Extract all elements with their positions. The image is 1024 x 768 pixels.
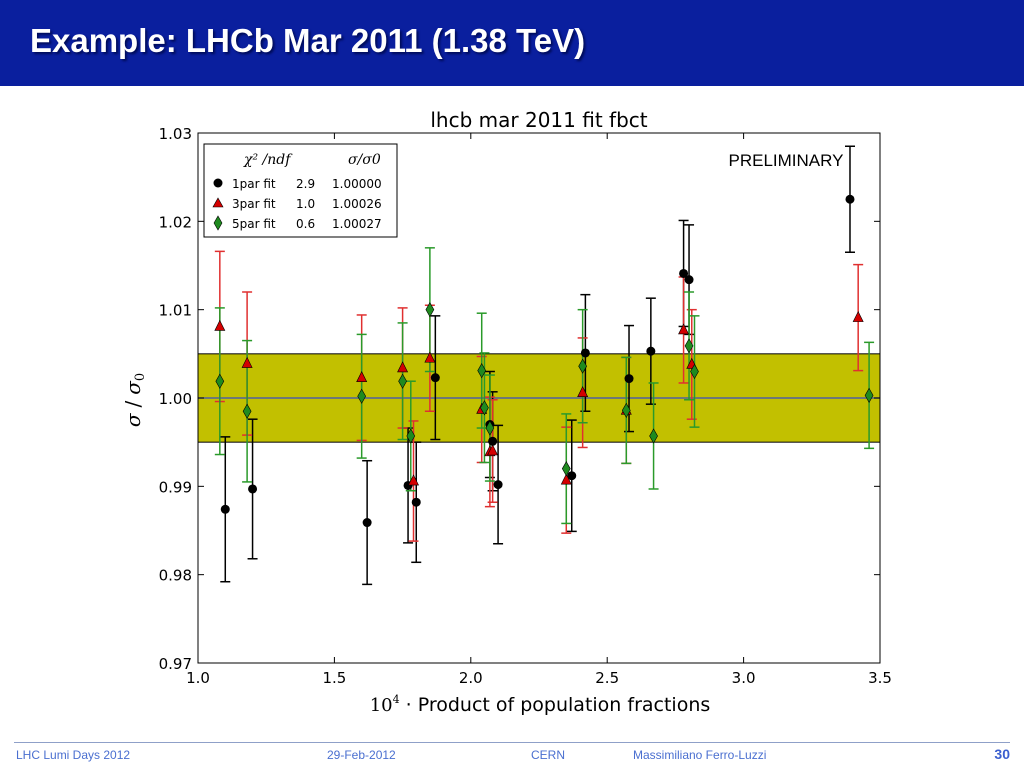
data-point-5par-fit xyxy=(357,388,367,404)
y-tick-label: 1.03 xyxy=(159,125,192,143)
data-point-5par-fit xyxy=(690,363,699,380)
data-point-3par-fit xyxy=(408,474,419,486)
data-point-5par-fit xyxy=(480,400,489,416)
data-point-3par-fit xyxy=(577,386,589,398)
legend-marker-5par xyxy=(213,215,223,231)
y-axis-label: σ/σ0 xyxy=(121,373,148,427)
footer-divider xyxy=(14,742,1010,743)
footer-org: CERN xyxy=(531,748,566,762)
page-number: 30 xyxy=(994,746,1010,762)
legend-box xyxy=(203,143,398,238)
legend-row-5par-chi2: 0.6 xyxy=(296,217,315,231)
y-tick-label: 0.98 xyxy=(159,567,192,585)
data-point-5par-fit xyxy=(425,302,435,318)
data-point-5par-fit xyxy=(864,387,874,403)
legend-row-3par-label: 3par fit xyxy=(232,197,276,211)
data-point-5par-fit xyxy=(578,358,587,374)
data-point-1par-fit xyxy=(646,346,656,356)
y-tick-label: 0.99 xyxy=(159,478,192,496)
legend-row-3par-chi2: 1.0 xyxy=(296,197,315,211)
y-axis-label-sigma0: σ xyxy=(121,380,145,395)
data-point-5par-fit xyxy=(215,373,225,389)
legend-marker-1par xyxy=(213,178,223,188)
y-tick-label: 1.01 xyxy=(159,302,192,320)
data-point-3par-fit xyxy=(852,310,864,322)
data-point-3par-fit xyxy=(560,473,572,485)
data-point-1par-fit xyxy=(493,480,503,490)
chart-figure: 1.0 1.5 2.0 2.5 3.0 3.50.970.980.991.001.011.… xyxy=(121,108,892,716)
data-point-5par-fit xyxy=(649,428,658,444)
data-point-1par-fit xyxy=(488,436,498,446)
y-tick-label: 1.00 xyxy=(159,390,192,408)
data-point-1par-fit xyxy=(362,518,372,528)
chart-title: lhcb mar 2011 fit fbct xyxy=(430,108,647,132)
footer-date: 29-Feb-2012 xyxy=(327,748,396,762)
data-point-5par-fit xyxy=(398,373,407,389)
x-axis-label-exponent: 4 xyxy=(393,693,400,706)
data-point-5par-fit xyxy=(684,338,694,354)
legend-row-1par-ratio: 1.00000 xyxy=(332,177,382,191)
x-tick-label: 2.0 xyxy=(459,669,483,687)
data-point-3par-fit xyxy=(356,371,368,382)
legend-marker-3par xyxy=(212,197,224,208)
legend: χ² /ndf σ/σ0 1par fit 2.9 1.00000 3par f… xyxy=(203,143,398,238)
x-tick-label: 1.5 xyxy=(322,669,346,687)
y-axis-label-sigma: σ xyxy=(121,412,145,427)
x-tick-label: 3.0 xyxy=(732,669,756,687)
data-point-5par-fit xyxy=(621,402,631,418)
data-point-1par-fit xyxy=(624,374,634,384)
data-point-5par-fit xyxy=(406,428,416,444)
data-point-1par-fit xyxy=(411,497,421,507)
data-point-3par-fit xyxy=(241,356,253,368)
legend-header-ratio: σ/σ0 xyxy=(348,152,381,168)
legend-row-5par-label: 5par fit xyxy=(232,217,276,231)
legend-row-5par-ratio: 1.00027 xyxy=(332,217,382,231)
data-point-3par-fit xyxy=(487,444,499,456)
y-tick-label: 0.97 xyxy=(159,655,192,673)
data-point-5par-fit xyxy=(485,420,495,436)
data-point-1par-fit xyxy=(567,471,577,481)
data-point-1par-fit xyxy=(430,373,440,383)
data-point-3par-fit xyxy=(214,319,226,331)
x-axis-label: 104 · Product of population fractions xyxy=(370,693,711,716)
data-point-1par-fit xyxy=(220,504,230,514)
title-bar: Example: LHCb Mar 2011 (1.38 TeV) xyxy=(0,0,1024,86)
slide-title: Example: LHCb Mar 2011 (1.38 TeV) xyxy=(30,22,586,59)
legend-row-1par-label: 1par fit xyxy=(232,177,276,191)
footer-author: Massimiliano Ferro-Luzzi xyxy=(633,748,767,762)
data-point-5par-fit xyxy=(477,363,487,379)
data-point-3par-fit xyxy=(397,361,409,373)
y-axis-label-slash: / xyxy=(121,401,145,408)
data-point-1par-fit xyxy=(248,484,258,494)
footer-event: LHC Lumi Days 2012 xyxy=(16,748,131,762)
x-tick-label: 2.5 xyxy=(595,669,619,687)
x-axis-label-text: · Product of population fractions xyxy=(406,694,711,716)
data-point-1par-fit xyxy=(580,348,590,358)
data-point-3par-fit xyxy=(424,351,436,363)
data-point-5par-fit xyxy=(561,461,571,477)
legend-row-1par-chi2: 2.9 xyxy=(296,177,315,191)
x-axis-label-base: 10 xyxy=(370,695,393,716)
data-point-1par-fit xyxy=(684,275,694,285)
data-point-1par-fit xyxy=(845,194,855,204)
y-axis-label-subscript: 0 xyxy=(133,373,148,381)
data-point-3par-fit xyxy=(678,323,690,335)
x-tick-label: 3.5 xyxy=(868,669,892,687)
preliminary-label: PRELIMINARY xyxy=(729,151,844,170)
y-tick-label: 1.02 xyxy=(159,213,192,231)
legend-row-3par-ratio: 1.00026 xyxy=(332,197,382,211)
data-point-5par-fit xyxy=(242,403,252,419)
legend-header-chi2: χ² /ndf xyxy=(243,152,293,168)
data-point-1par-fit xyxy=(679,268,689,278)
x-tick-label: 1.0 xyxy=(186,669,210,687)
